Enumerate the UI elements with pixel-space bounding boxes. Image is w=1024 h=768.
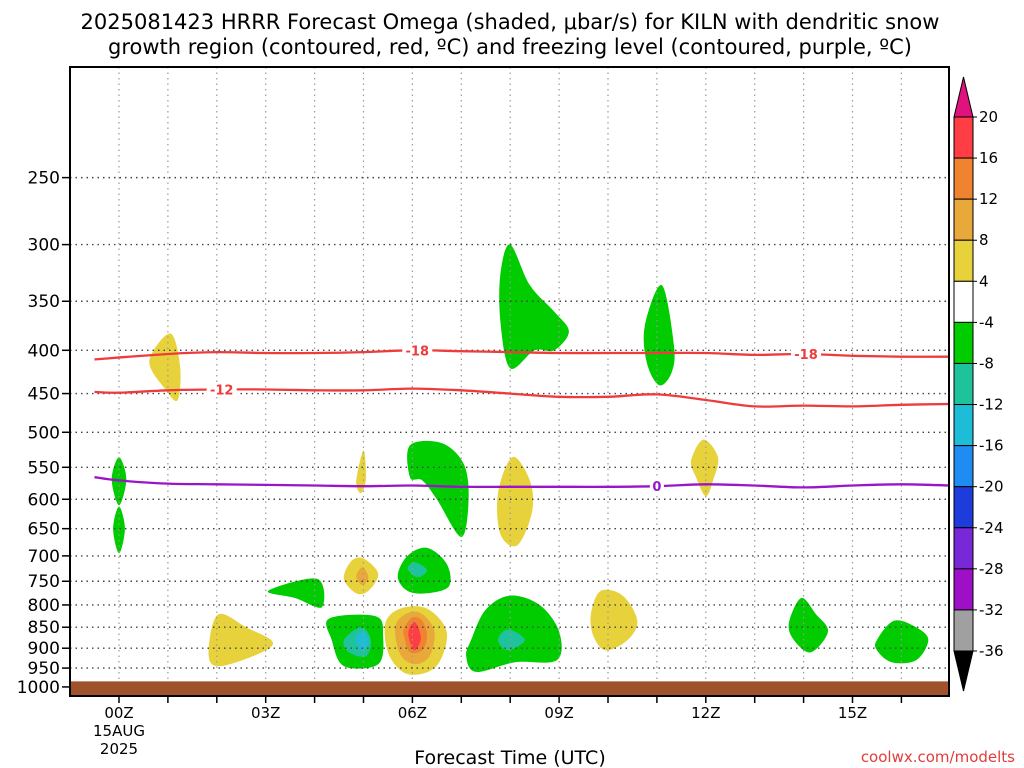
y-tick-label: 600 <box>28 490 60 510</box>
site-credit: coolwx.com/modelts <box>861 748 1015 766</box>
colorbar-bottom-arrow <box>953 650 974 692</box>
colorbar-label: 20 <box>979 108 998 126</box>
omega-region-19 <box>496 456 534 547</box>
y-tick-label: 700 <box>28 547 60 567</box>
colorbar-label: 4 <box>979 272 989 290</box>
contour-lines: -18 -18 -12 0 <box>94 343 949 495</box>
x-tick-label: 15Z <box>838 704 867 722</box>
colorbar-label: -32 <box>979 601 1004 619</box>
omega-shading <box>111 244 929 675</box>
y-tick-label: 900 <box>28 639 60 659</box>
contour-label-0-1: -18 <box>794 348 818 363</box>
y-tick-label: 300 <box>28 236 60 256</box>
colorbar-label: -24 <box>979 519 1004 537</box>
y-tick-label: 1000 <box>17 678 60 698</box>
x-tick-label: 09Z <box>544 704 573 722</box>
contour-line-2 <box>94 476 949 489</box>
omega-region-24 <box>690 439 719 497</box>
colorbar-label: -20 <box>979 478 1004 496</box>
colorbar-label: -8 <box>979 354 994 372</box>
y-tick-label: 250 <box>28 169 60 189</box>
y-tick-label: 750 <box>28 572 60 592</box>
colorbar-swatch <box>953 445 974 488</box>
omega-region-25 <box>788 597 829 653</box>
y-tick-label: 400 <box>28 341 60 361</box>
y-tick-label: 650 <box>28 520 60 540</box>
grid-lines <box>70 67 949 696</box>
contour-label-2-0: 0 <box>652 480 661 495</box>
omega-region-18 <box>499 244 569 369</box>
colorbar-swatch <box>953 568 974 611</box>
contour-label-bg-1-0 <box>206 382 237 397</box>
colorbar-label: 12 <box>979 190 998 208</box>
omega-region-14 <box>408 621 421 651</box>
colorbar-label: -36 <box>979 642 1004 660</box>
contour-label-bg-0-1 <box>791 347 822 362</box>
omega-region-23 <box>643 284 675 386</box>
colorbar-swatch <box>953 280 974 323</box>
y-tick-label: 350 <box>28 292 60 312</box>
colorbar-swatch <box>953 321 974 364</box>
plot-area: -18 -18 -12 0 <box>70 67 949 696</box>
colorbar-swatch <box>953 198 974 241</box>
omega-region-10 <box>356 567 369 586</box>
colorbar-swatch <box>953 362 974 406</box>
ground-layer <box>70 681 949 696</box>
x-tick-label: 12Z <box>691 704 720 722</box>
omega-region-7 <box>356 631 369 651</box>
colorbar-label: 16 <box>979 149 998 167</box>
colorbar-label: -4 <box>979 313 994 331</box>
colorbar-label: -28 <box>979 560 1004 578</box>
contour-label-1-0: -12 <box>210 383 234 398</box>
colorbar-label: -12 <box>979 396 1004 414</box>
y-tick-label: 950 <box>28 659 60 679</box>
y-tick-label: 550 <box>28 458 60 478</box>
x-tick-date-label: 2025 <box>100 740 138 758</box>
x-tick-label: 00Z <box>104 704 133 722</box>
omega-region-26 <box>874 620 929 664</box>
colorbar-swatch <box>953 486 974 529</box>
colorbar-label: -16 <box>979 437 1004 455</box>
omega-region-8 <box>356 450 367 494</box>
contour-label-bg-2-0 <box>649 479 664 494</box>
colorbar-swatch <box>953 404 974 447</box>
contour-label-bg-0-0 <box>402 343 433 358</box>
y-tick-label: 450 <box>28 385 60 405</box>
omega-region-17 <box>407 440 469 537</box>
y-tick-label: 850 <box>28 618 60 638</box>
colorbar-top-arrow <box>953 76 974 118</box>
x-tick-label: 06Z <box>398 704 427 722</box>
contour-label-0-0: -18 <box>406 344 430 359</box>
omega-region-21 <box>498 629 525 651</box>
x-tick-date-label: 15AUG <box>93 722 145 740</box>
x-tick-label: 03Z <box>251 704 280 722</box>
y-axis-ticks: 2503003504004505005506006507007508008509… <box>17 169 70 698</box>
omega-region-4 <box>267 578 325 608</box>
colorbar-swatch <box>953 239 974 282</box>
colorbar-swatch <box>953 157 974 200</box>
colorbar-swatch <box>953 609 974 652</box>
x-axis-title: Forecast Time (UTC) <box>414 747 605 768</box>
colorbar-swatch <box>953 116 974 159</box>
y-tick-label: 500 <box>28 423 60 443</box>
colorbar-swatch <box>953 527 974 570</box>
colorbar-label: 8 <box>979 231 989 249</box>
colorbar: 20 16 12 8 4 -4 -8 -12 -16 -20 -24 -28 -32 -36 <box>953 76 1004 692</box>
y-tick-label: 800 <box>28 596 60 616</box>
omega-region-0 <box>149 333 181 402</box>
chart-title-line-2: growth region (contoured, red, ºC) and f… <box>108 35 912 59</box>
chart-title-line-1: 2025081423 HRRR Forecast Omega (shaded, … <box>81 10 940 34</box>
